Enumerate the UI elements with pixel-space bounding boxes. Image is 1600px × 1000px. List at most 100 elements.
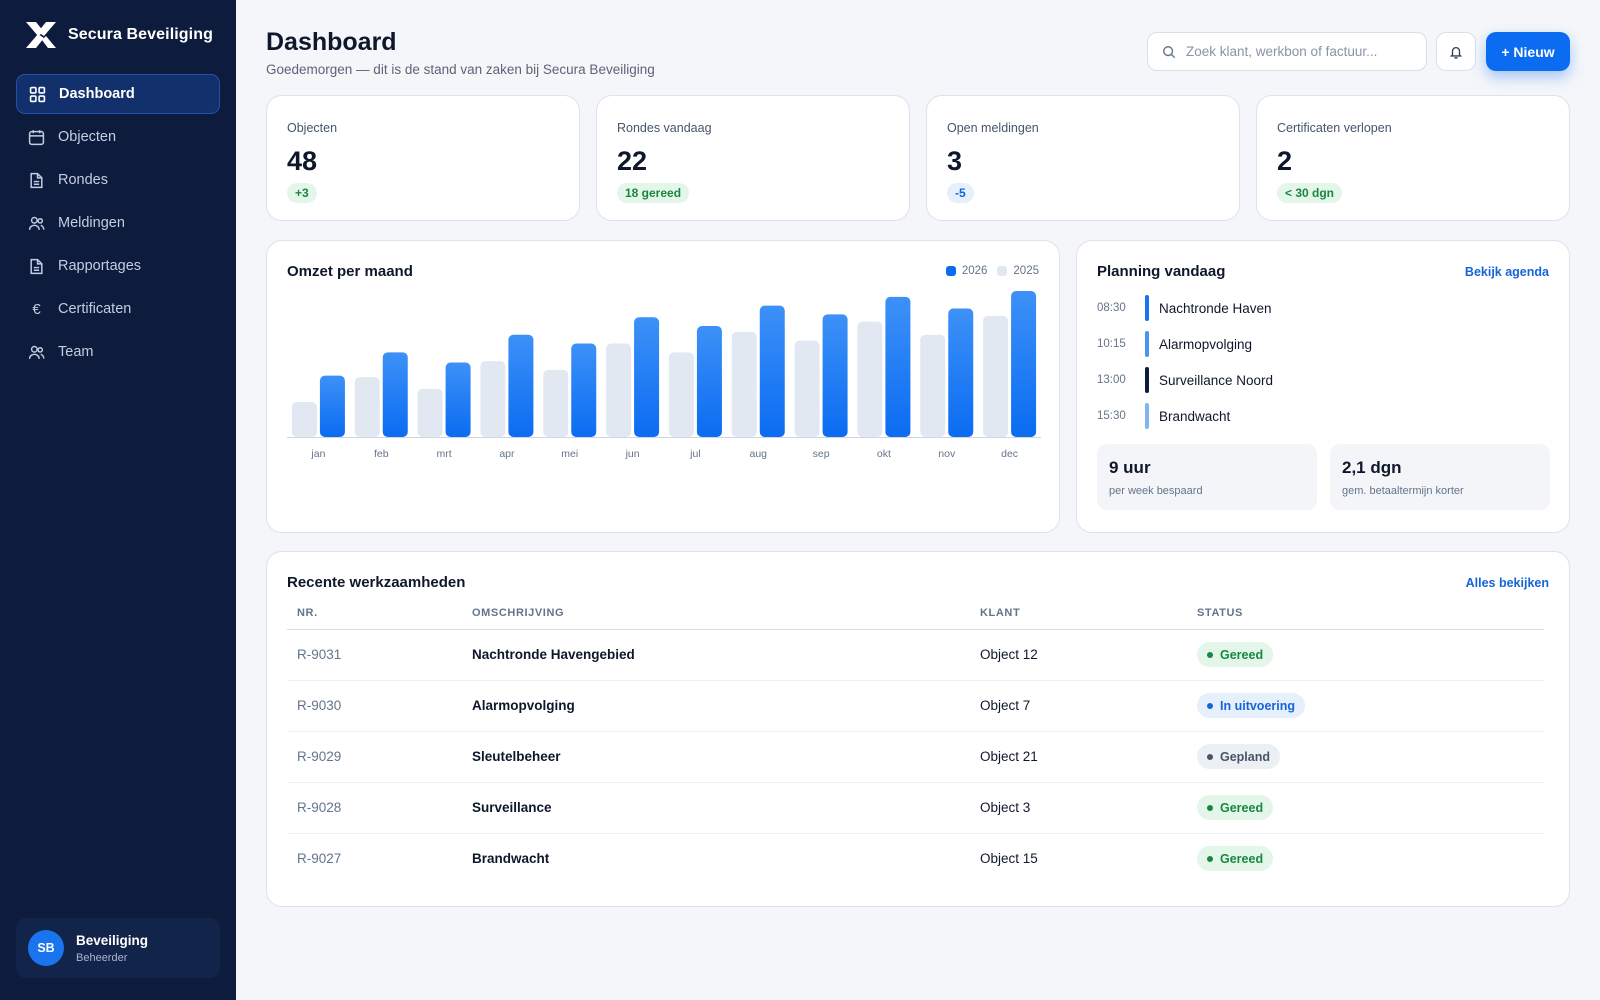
status-label: Gereed [1220,647,1264,662]
planning-item[interactable]: 15:30 Brandwacht [1097,403,1230,429]
bar-2026-mei[interactable] [571,343,597,437]
stat-card-certificaten[interactable]: Certificaten verlopen 2 < 30 dgn [1256,95,1570,221]
stat-badge: +3 [287,183,317,203]
metric-value: 9 uur [1109,458,1151,477]
cell-status: Gereed [1187,833,1544,884]
legend-swatch [997,266,1008,276]
bar-2026-feb[interactable] [382,352,408,437]
planning-item[interactable]: 10:15 Alarmopvolging [1097,331,1252,357]
status-badge: In uitvoering [1197,693,1305,718]
cell-client: Object 15 [980,851,1038,867]
bar-2026-apr[interactable] [508,334,534,437]
legend-item-current: 2026 [945,265,987,277]
status-label: Gepland [1220,749,1271,764]
column-header-nr[interactable]: NR. [287,597,462,630]
bar-2025-mrt[interactable] [417,388,443,437]
search-box[interactable] [1147,32,1427,71]
bar-2025-mei[interactable] [543,369,569,437]
sidebar-item-certificaten[interactable]: € Certificaten [16,289,220,329]
stat-value: 3 [947,146,963,176]
brand-name: Secura Beveiliging [68,26,213,43]
cell-status: Gereed [1187,782,1544,834]
sidebar-item-label: Rapportages [58,258,142,274]
cell-description: Nachtronde Havengebied [462,629,970,681]
planning-item[interactable]: 08:30 Nachtronde Haven [1097,295,1272,321]
status-dot [1207,702,1213,709]
bar-2026-aug[interactable] [759,305,785,437]
new-button[interactable]: + Nieuw [1486,32,1570,71]
bar-2025-aug[interactable] [731,331,757,437]
bar-2026-jun[interactable] [634,317,660,437]
sidebar-item-dashboard[interactable]: Dashboard [16,74,220,114]
metric-label: per week bespaard [1109,485,1203,497]
sidebar-item-rondes[interactable]: Rondes [16,160,220,200]
bar-2026-sep[interactable] [822,314,848,437]
bar-2025-okt[interactable] [857,321,883,437]
planning-card: Planning vandaag Bekijk agenda 08:30 Nac… [1076,240,1570,533]
planning-time: 10:15 [1097,338,1126,350]
bar-2025-jul[interactable] [668,352,694,437]
bar-2025-jan[interactable] [291,401,317,437]
planning-item-title: Nachtronde Haven [1159,300,1272,316]
stat-value: 48 [287,146,318,176]
bar-2026-dec[interactable] [1011,291,1037,437]
bar-2025-feb[interactable] [354,377,380,437]
stat-label: Certificaten verlopen [1277,121,1392,135]
view-all-link[interactable]: Alles bekijken [1465,576,1549,590]
stat-badge: 18 gereed [617,183,690,203]
bar-2026-mrt[interactable] [445,362,471,437]
stat-card-objecten[interactable]: Objecten 48 +3 [266,95,580,221]
table-row[interactable]: R-9027 Brandwacht Object 15 Gereed [287,833,1544,884]
stat-card-meldingen[interactable]: Open meldingen 3 -5 [926,95,1240,221]
cell-status: Gepland [1187,731,1544,783]
planning-color-bar [1145,403,1149,429]
planning-item[interactable]: 13:00 Surveillance Noord [1097,367,1273,393]
bar-2026-jul[interactable] [696,326,722,437]
x-tick-label: mei [561,448,578,460]
brand[interactable]: Secura Beveiliging [24,20,213,50]
table-row[interactable]: R-9029 Sleutelbeheer Object 21 Gepland [287,731,1544,783]
cell-description: Brandwacht [472,851,550,867]
x-tick-label: apr [499,448,515,460]
sidebar-item-rapportages[interactable]: Rapportages [16,246,220,286]
bar-2025-dec[interactable] [983,315,1009,437]
metric-hours-saved: 9 uur per week bespaard [1097,444,1317,510]
grid-icon [29,86,46,103]
cell-description: Alarmopvolging [462,680,970,732]
planning-time: 13:00 [1097,374,1126,386]
x-tick-label: mrt [436,448,451,460]
sidebar-item-objecten[interactable]: Objecten [16,117,220,157]
stat-card-rondes[interactable]: Rondes vandaag 22 18 gereed [596,95,910,221]
table-row[interactable]: R-9028 Surveillance Object 3 Gereed [287,782,1544,834]
sidebar-item-label: Certificaten [58,301,132,317]
bar-2025-nov[interactable] [920,334,946,437]
notifications-button[interactable] [1436,32,1476,71]
cell-client: Object 7 [970,680,1187,732]
table-row[interactable]: R-9030 Alarmopvolging Object 7 In uitvoe… [287,680,1544,732]
x-tick-label: jun [625,448,640,460]
status-label: In uitvoering [1220,698,1295,713]
bar-2025-jun[interactable] [606,343,632,437]
column-header-status[interactable]: STATUS [1187,597,1544,630]
sidebar-item-label: Rondes [58,172,108,188]
bar-2026-okt[interactable] [885,296,911,437]
x-tick-label: aug [749,448,767,460]
status-badge: Gereed [1197,846,1274,872]
sidebar-item-meldingen[interactable]: Meldingen [16,203,220,243]
stat-label: Open meldingen [947,121,1039,135]
search-input[interactable] [1186,44,1406,59]
bar-2026-nov[interactable] [948,308,974,437]
sidebar-item-team[interactable]: Team [16,332,220,372]
user-card[interactable]: SB Beveiliging Beheerder [16,918,220,978]
view-agenda-link[interactable]: Bekijk agenda [1464,265,1549,279]
column-header-client[interactable]: KLANT [970,597,1187,630]
page-title: Dashboard [266,28,397,56]
table-row[interactable]: R-9031 Nachtronde Havengebied Object 12 … [287,629,1544,681]
chart-legend: 2026 2025 [945,265,1039,277]
column-header-description[interactable]: OMSCHRIJVING [462,597,970,630]
cell-description: Surveillance [462,782,970,834]
bar-2025-sep[interactable] [794,340,820,437]
x-tick-label: feb [374,448,389,460]
bar-2025-apr[interactable] [480,361,506,437]
bar-2026-jan[interactable] [319,375,345,437]
